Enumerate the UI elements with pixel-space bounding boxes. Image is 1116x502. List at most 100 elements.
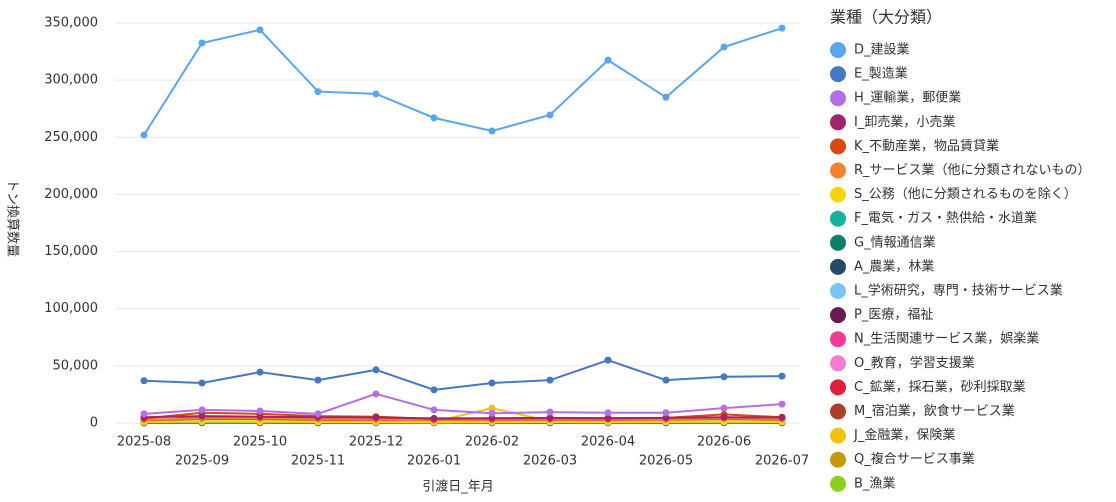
legend-marker [830,114,846,130]
legend-marker [830,355,846,371]
legend-marker [830,42,846,58]
legend-label: F_電気・ガス・熱供給・水道業 [854,210,1037,226]
y-tick-label: 100,000 [44,301,98,316]
series-line [144,28,782,135]
legend-marker [830,187,846,203]
x-tick-label: 2026-07 [755,454,809,469]
data-point [315,88,322,95]
x-tick-label: 2025-09 [175,454,229,469]
data-point [721,44,728,51]
data-point [547,409,554,416]
legend-marker [830,404,846,420]
legend-label: H_運輸業，郵便業 [854,90,961,106]
legend-label: M_宿泊業，飲食サービス業 [854,403,1015,419]
legend-marker [830,138,846,154]
x-tick-label: 2026-03 [523,454,577,469]
data-point [373,366,380,373]
x-tick-label: 2025-10 [233,435,287,450]
legend-marker [830,211,846,227]
legend-label: A_農業，林業 [854,258,934,274]
legend-label: D_建設業 [854,42,910,58]
data-point [431,386,438,393]
legend-marker [830,428,846,444]
y-tick-label: 150,000 [44,244,98,259]
y-tick-label: 350,000 [44,16,98,31]
x-tick-label: 2025-11 [291,454,345,469]
data-point [257,369,264,376]
grid: 050,000100,000150,000200,000250,000300,0… [44,16,809,469]
x-tick-label: 2026-05 [639,454,693,469]
legend-marker [830,163,846,179]
legend: D_建設業E_製造業H_運輸業，郵便業I_卸売業，小売業K_不動産業，物品賃貸業… [830,42,1091,492]
data-point [489,410,496,417]
legend-marker [830,379,846,395]
legend-label: I_卸売業，小売業 [854,114,955,130]
x-tick-label: 2025-08 [117,435,171,450]
x-tick-label: 2025-12 [349,435,403,450]
legend-label: S_公務（他に分類されるものを除く） [854,187,1077,202]
series-line [144,360,782,390]
data-point [141,410,148,417]
data-point [373,90,380,97]
data-point [605,357,612,364]
legend-label: E_製造業 [854,66,908,82]
x-tick-label: 2026-06 [697,435,751,450]
data-point [663,377,670,384]
data-point [315,377,322,384]
y-tick-label: 250,000 [44,130,98,145]
data-point [489,380,496,387]
data-point [257,26,264,33]
legend-label: L_学術研究，専門・技術サービス業 [854,283,1063,299]
data-point [431,406,438,413]
legend-marker [830,90,846,106]
legend-marker [830,476,846,492]
y-tick-label: 300,000 [44,73,98,88]
legend-marker [830,452,846,468]
legend-label: G_情報通信業 [854,234,936,250]
data-point [431,415,438,422]
data-point [489,128,496,135]
data-point [779,373,786,380]
y-tick-label: 50,000 [53,358,99,373]
data-point [721,373,728,380]
data-point [373,390,380,397]
data-point [779,414,786,421]
x-axis-label: 引渡日_年月 [422,479,494,495]
series-line [144,394,782,414]
legend-label: O_教育，学習支援業 [854,355,975,371]
data-point [547,377,554,384]
data-point [257,408,264,415]
legend-label: P_医療，福祉 [854,308,933,323]
x-tick-label: 2026-01 [407,454,461,469]
legend-label: R_サービス業（他に分類されないもの） [854,162,1091,178]
data-point [373,414,380,421]
data-point [199,413,206,420]
data-point [721,405,728,412]
data-point [547,112,554,119]
data-point [431,114,438,121]
data-point [141,132,148,139]
legend-label: C_鉱業，採石業，砂利採取業 [854,379,1026,395]
legend-marker [830,283,846,299]
data-point [663,94,670,101]
data-point [605,409,612,416]
legend-title: 業種（大分類） [830,8,942,27]
y-axis-label: トン換算数量 [5,179,20,257]
y-tick-label: 200,000 [44,187,98,202]
data-point [779,401,786,408]
legend-marker [830,235,846,251]
data-point [605,57,612,64]
legend-label: J_金融業，保険業 [853,427,955,443]
data-point [721,414,728,421]
legend-label: B_漁業 [854,475,895,491]
legend-marker [830,66,846,82]
legend-marker [830,307,846,323]
data-point [199,406,206,413]
data-point [141,377,148,384]
data-point [779,25,786,32]
data-point [315,410,322,417]
legend-marker [830,331,846,347]
data-point [663,409,670,416]
legend-label: N_生活関連サービス業，娯楽業 [854,331,1039,347]
legend-marker [830,259,846,275]
